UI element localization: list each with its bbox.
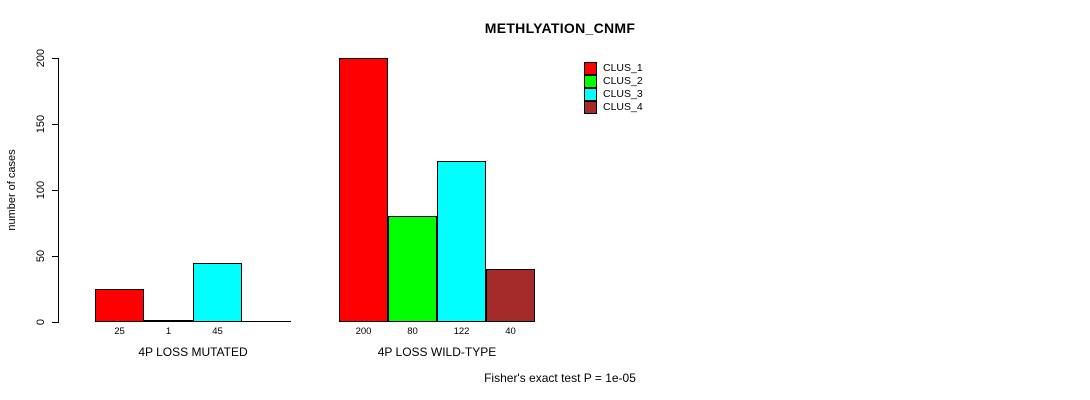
legend-color-swatch [584, 75, 597, 88]
footnote-fisher-test: Fisher's exact test P = 1e-05 [484, 371, 636, 385]
legend-label: CLUS_3 [603, 88, 643, 100]
legend-row: CLUS_1 [584, 62, 643, 75]
y-axis-tick [52, 58, 58, 59]
legend: CLUS_1 CLUS_2 CLUS_3 CLUS_4 [584, 62, 643, 114]
bar-value-label: 122 [453, 326, 470, 337]
bar [95, 289, 144, 322]
bar-value-label: 45 [212, 326, 223, 337]
legend-label: CLUS_4 [603, 101, 643, 113]
legend-label: CLUS_1 [603, 62, 643, 74]
legend-row: CLUS_4 [584, 101, 643, 114]
y-axis-tick [52, 190, 58, 191]
bar [388, 216, 437, 322]
bar [193, 263, 242, 322]
bar-zero-height [242, 321, 291, 322]
x-axis-group-label: 4P LOSS MUTATED [138, 345, 248, 359]
y-axis-tick-label: 200 [35, 48, 47, 68]
chart-title: METHLYATION_CNMF [484, 20, 636, 36]
bar-value-label: 25 [114, 326, 125, 337]
bar [486, 269, 535, 322]
y-axis-title: number of cases [6, 149, 18, 231]
legend-color-swatch [584, 88, 597, 101]
legend-label: CLUS_2 [603, 75, 643, 87]
y-axis-tick [52, 322, 58, 323]
y-axis-tick-label: 50 [35, 249, 47, 263]
bar-value-label: 1 [165, 326, 172, 337]
y-axis-tick-label: 150 [35, 114, 47, 134]
bar-value-label: 80 [407, 326, 418, 337]
bar [144, 320, 193, 322]
legend-color-swatch [584, 62, 597, 75]
x-axis-group-label: 4P LOSS WILD-TYPE [377, 345, 497, 359]
bar-value-label: 200 [355, 326, 372, 337]
y-axis-tick [52, 256, 58, 257]
bar [437, 161, 486, 322]
legend-row: CLUS_3 [584, 88, 643, 101]
bar [339, 58, 388, 322]
y-axis-line [58, 58, 59, 323]
bar-value-label: 40 [505, 326, 516, 337]
y-axis-tick [52, 124, 58, 125]
legend-row: CLUS_2 [584, 75, 643, 88]
y-axis-tick-label: 0 [35, 318, 47, 326]
y-axis-tick-label: 100 [35, 180, 47, 200]
legend-color-swatch [584, 101, 597, 114]
